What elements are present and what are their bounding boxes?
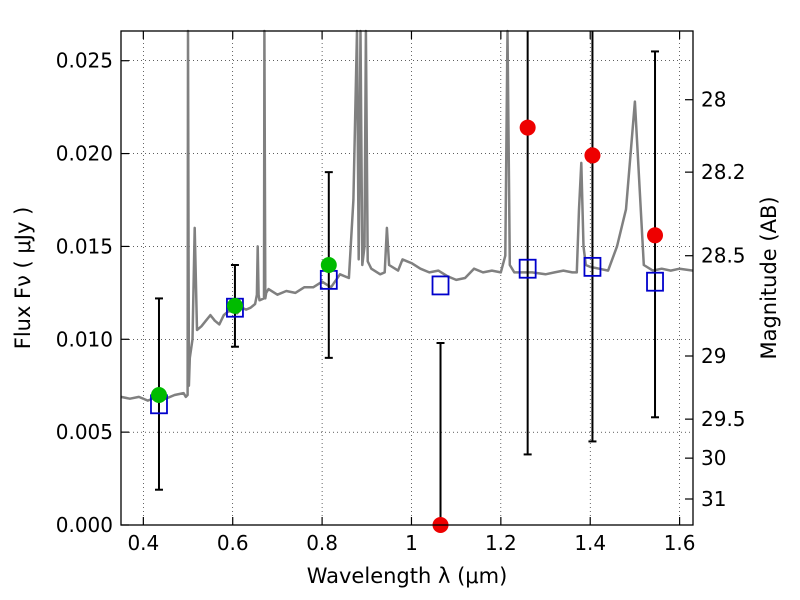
photometry-point-series [150, 119, 664, 533]
y-tick-label: 0.000 [56, 513, 113, 537]
x-axis-ticks: 0.4 0.6 0.8 1 1.2 1.4 1.6 [127, 31, 696, 555]
x-tick-label: 1 [405, 531, 418, 555]
y2-tick-label: 28 [701, 88, 726, 112]
y-tick-label: 0.015 [56, 234, 113, 258]
y2-axis-label: Magnitude (AB) [757, 196, 781, 359]
y2-tick-label: 30 [701, 446, 726, 470]
x-tick-label: 0.6 [217, 531, 249, 555]
model-square [431, 275, 450, 296]
x-tick-label: 1.6 [664, 531, 696, 555]
y2-tick-label: 31 [701, 487, 726, 511]
y-tick-label: 0.010 [56, 327, 113, 351]
y-tick-label: 0.020 [56, 142, 113, 166]
detection-point [150, 387, 167, 403]
y2-tick-label: 28.5 [701, 244, 746, 268]
detection-point [226, 297, 243, 314]
grid-lines [121, 31, 693, 526]
y2-tick-label: 29.5 [701, 407, 746, 431]
y2-tick-label: 29 [701, 344, 726, 368]
x-tick-label: 1.4 [574, 531, 606, 555]
y-axis-label: Flux Fν ( μJy ) [11, 207, 35, 350]
x-tick-label: 0.4 [127, 531, 159, 555]
upper-limit-point [584, 147, 601, 164]
y-axis-ticks: 0.000 0.005 0.010 0.015 0.020 0.025 [56, 49, 129, 537]
model-square [646, 271, 664, 292]
plot-frame [120, 30, 694, 526]
spectrum-line [120, 29, 694, 402]
detection-point [320, 257, 337, 273]
model-square-series [150, 256, 664, 415]
x-tick-label: 1.2 [485, 531, 517, 555]
y-tick-label: 0.005 [56, 420, 113, 444]
errorbar-series [154, 31, 660, 525]
x-axis-label: Wavelength λ (μm) [307, 564, 508, 588]
model-square [518, 258, 537, 279]
y-tick-label: 0.025 [56, 49, 113, 73]
upper-limit-point [519, 119, 536, 136]
y2-axis-ticks: 28 28.2 28.5 29 29.5 30 31 [685, 88, 746, 511]
model-square [583, 256, 602, 277]
y2-tick-label: 28.2 [701, 160, 746, 184]
upper-limit-point [647, 227, 664, 244]
x-tick-label: 0.8 [306, 531, 338, 555]
spectrum-series [120, 29, 694, 402]
